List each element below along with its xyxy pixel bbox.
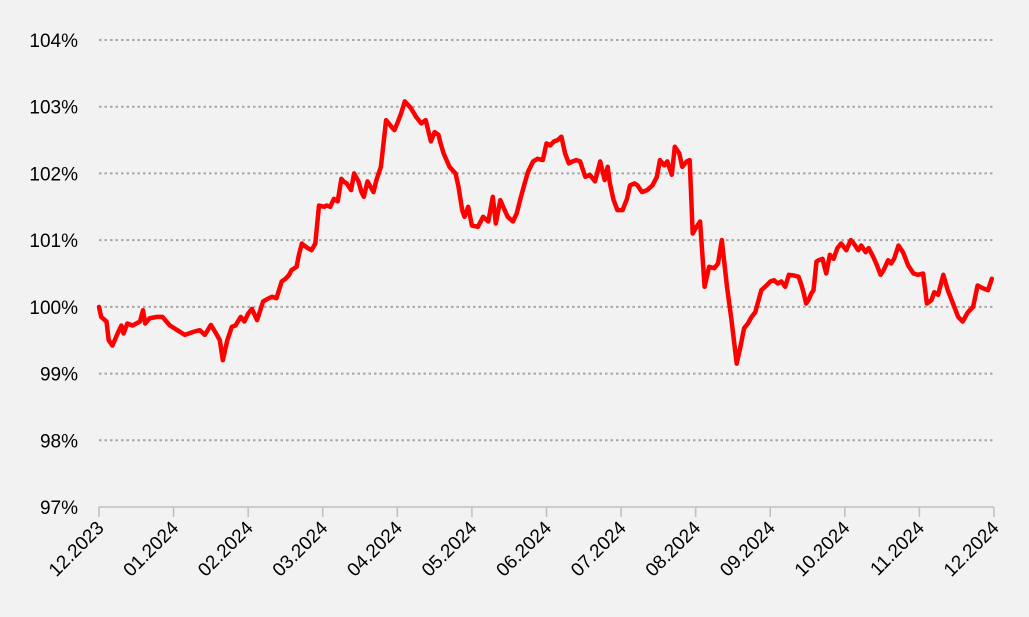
y-axis: 97% 98% 99% 100% 101% 102% 103% 104% <box>29 31 78 519</box>
series-group <box>96 99 995 366</box>
y-tick-label: 104% <box>29 31 78 52</box>
y-tick-label: 97% <box>40 498 78 519</box>
y-tick-label: 101% <box>29 231 78 252</box>
y-tick-label: 99% <box>40 365 78 386</box>
y-tick-label: 103% <box>29 98 78 119</box>
series-line <box>96 99 995 366</box>
gridlines <box>99 39 994 442</box>
y-tick-label: 100% <box>29 298 78 319</box>
y-tick-label: 102% <box>29 164 78 185</box>
y-tick-label: 98% <box>40 431 78 452</box>
